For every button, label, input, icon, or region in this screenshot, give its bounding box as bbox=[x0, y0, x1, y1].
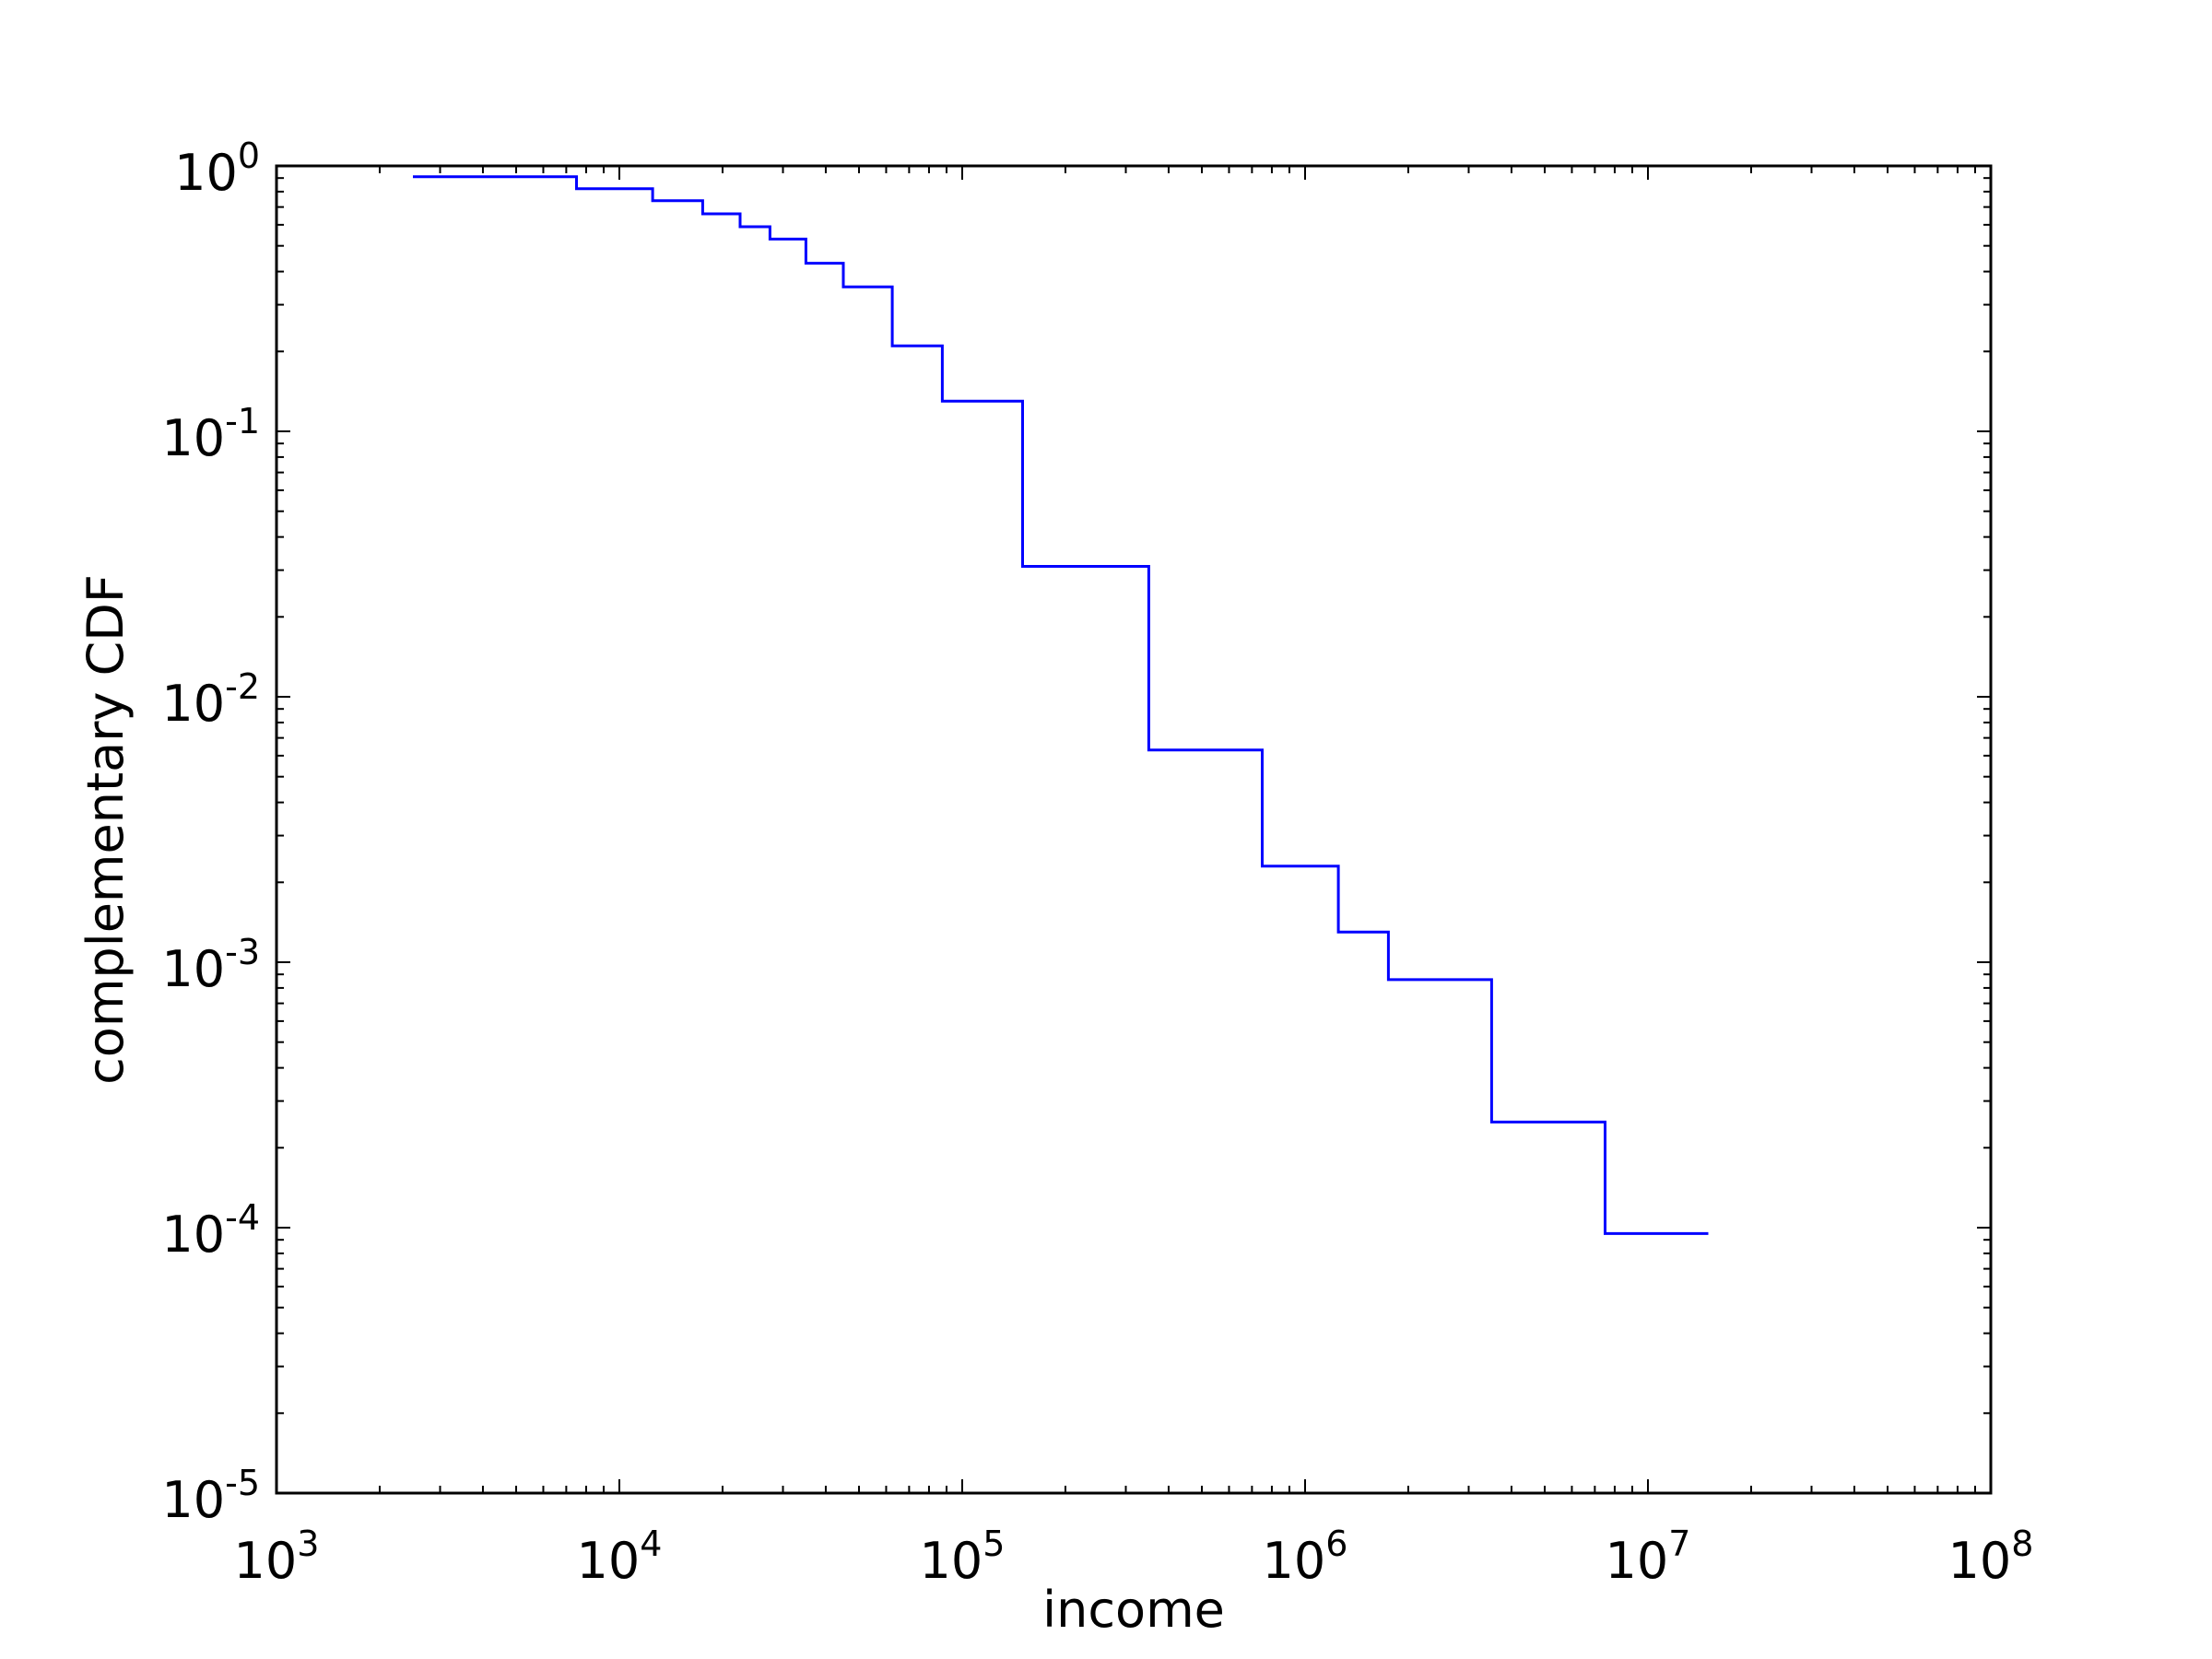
ccdf-step-line bbox=[413, 175, 1709, 1235]
y-tick-label: 10-4 bbox=[161, 1197, 260, 1264]
y-tick-label-exponent: -1 bbox=[225, 401, 260, 441]
x-tick-label-exponent: 5 bbox=[982, 1524, 1005, 1564]
x-tick-label: 107 bbox=[1606, 1524, 1691, 1590]
x-tick-label-base: 10 bbox=[1948, 1532, 2012, 1590]
x-tick-label: 106 bbox=[1263, 1524, 1348, 1590]
y-tick-label-exponent: -4 bbox=[225, 1197, 260, 1238]
x-tick-label-base: 10 bbox=[234, 1532, 298, 1590]
y-tick-label-base: 10 bbox=[161, 940, 225, 998]
x-tick-label: 103 bbox=[234, 1524, 320, 1590]
y-tick-label: 10-2 bbox=[161, 666, 260, 733]
y-axis-label: complementary CDF bbox=[76, 574, 135, 1085]
y-tick-label-base: 10 bbox=[161, 1471, 225, 1529]
x-tick-label-base: 10 bbox=[1263, 1532, 1326, 1590]
y-tick-label: 10-3 bbox=[161, 932, 260, 998]
x-axis-label: income bbox=[1042, 1581, 1225, 1639]
y-tick-label: 10-1 bbox=[161, 401, 260, 467]
x-tick-label-exponent: 6 bbox=[1325, 1524, 1347, 1564]
x-tick-label-exponent: 7 bbox=[1668, 1524, 1690, 1564]
x-tick-label: 104 bbox=[577, 1524, 663, 1590]
y-tick-label: 100 bbox=[174, 135, 260, 202]
x-tick-label-exponent: 3 bbox=[297, 1524, 319, 1564]
x-tick-label-exponent: 4 bbox=[640, 1524, 662, 1564]
y-tick-label-base: 10 bbox=[174, 144, 238, 202]
y-tick-label-exponent: -5 bbox=[225, 1463, 260, 1503]
x-tick-label-exponent: 8 bbox=[2011, 1524, 2033, 1564]
x-tick-label-base: 10 bbox=[1606, 1532, 1669, 1590]
y-tick-label-base: 10 bbox=[161, 409, 225, 467]
y-tick-label-exponent: -3 bbox=[225, 932, 260, 972]
y-tick-label: 10-5 bbox=[161, 1463, 260, 1529]
x-tick-label: 105 bbox=[920, 1524, 1006, 1590]
y-tick-label-exponent: -2 bbox=[225, 666, 260, 707]
x-tick-labels: 103 104 105 106 107 108 bbox=[234, 1524, 2034, 1590]
y-tick-label-exponent: 0 bbox=[238, 135, 260, 176]
plot-frame bbox=[275, 164, 1993, 1495]
x-tick-label-base: 10 bbox=[577, 1532, 641, 1590]
x-tick-label-base: 10 bbox=[920, 1532, 983, 1590]
y-tick-label-base: 10 bbox=[161, 1206, 225, 1264]
y-tick-label-base: 10 bbox=[161, 675, 225, 733]
x-tick-label: 108 bbox=[1948, 1524, 2034, 1590]
series-layer bbox=[413, 175, 1709, 1235]
plot-background bbox=[276, 166, 1991, 1493]
